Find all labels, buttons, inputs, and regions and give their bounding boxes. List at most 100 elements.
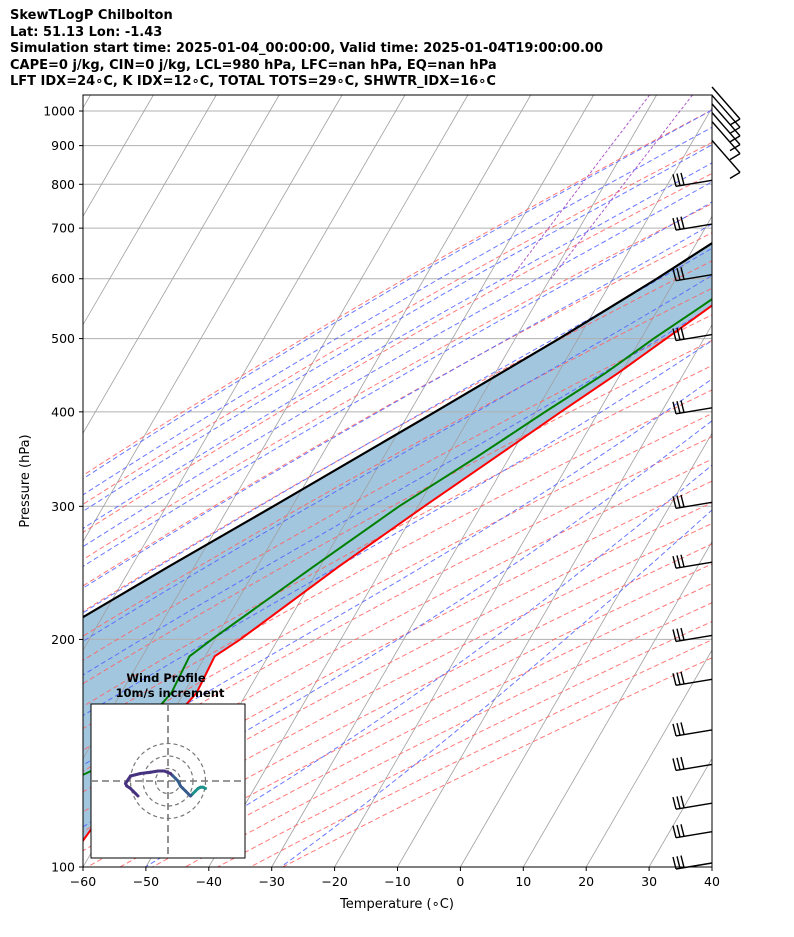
x-tick-label: −40 xyxy=(196,874,222,889)
barb-flag xyxy=(680,722,685,735)
isotherm-line xyxy=(711,866,712,867)
barb-flag xyxy=(680,627,685,641)
title-cape: CAPE=0 j/kg, CIN=0 j/kg, LCL=980 hPa, LF… xyxy=(10,57,497,73)
dry-adiabat xyxy=(83,287,712,637)
barb-flag xyxy=(672,496,677,509)
barb-staff xyxy=(675,333,713,342)
wind-barb xyxy=(672,627,713,643)
barb-staff xyxy=(675,729,713,737)
moist-adiabat xyxy=(83,378,712,766)
barb-staff xyxy=(675,831,713,839)
moist-adiabat xyxy=(83,201,712,567)
barb-staff xyxy=(711,94,741,128)
barb-staff xyxy=(675,407,713,415)
wind-barb xyxy=(672,400,713,415)
barb-flag xyxy=(676,628,681,641)
barb-flag xyxy=(672,401,677,415)
hodograph-segment xyxy=(139,770,152,775)
x-tick-label: 20 xyxy=(578,874,594,889)
y-tick-label: 900 xyxy=(51,138,75,153)
moist-adiabat xyxy=(83,274,712,642)
dry-adiabat xyxy=(83,141,712,505)
isotherm-line xyxy=(397,323,712,867)
dry-adiabat xyxy=(83,364,712,707)
x-tick-label: 0 xyxy=(456,874,464,889)
barb-flag xyxy=(672,629,677,642)
isotherm-line xyxy=(648,757,712,867)
barb-flag xyxy=(676,672,681,685)
cape-cin-fill xyxy=(83,243,712,841)
title-indices: LFT IDX=24∘C, K IDX=12∘C, TOTAL TOTS=29∘… xyxy=(10,74,496,89)
barb-flag xyxy=(680,267,685,280)
moist-adiabat xyxy=(83,420,712,828)
x-tick-label: −20 xyxy=(321,874,347,889)
dry-adiabat xyxy=(249,639,712,867)
barb-flag xyxy=(680,172,685,186)
barb-flag xyxy=(680,671,685,685)
x-axis: −60 −50 −40 −30 −20 −10 0 10 20 30 40 xyxy=(70,867,720,889)
moist-adiabat xyxy=(280,509,712,867)
y-tick-label: 300 xyxy=(51,499,75,514)
barb-flag xyxy=(680,756,685,770)
wind-barb xyxy=(672,824,713,839)
moist-adiabat xyxy=(83,181,712,548)
barb-flag xyxy=(680,554,685,567)
barb-flag xyxy=(672,328,677,341)
mixing-ratio-line xyxy=(509,95,650,280)
isotherm-line xyxy=(83,95,406,651)
y-tick-label: 500 xyxy=(51,331,75,346)
isotherm-line xyxy=(83,95,217,326)
barb-flag xyxy=(729,153,741,161)
moist-adiabat xyxy=(144,464,712,867)
chart-title-block: SkewTLogP Chilbolton Lat: 51.13 Lon: -1.… xyxy=(10,8,603,91)
title-location: Lat: 51.13 Lon: -1.43 xyxy=(10,24,163,40)
wind-barb xyxy=(672,722,713,737)
wind-barb xyxy=(672,327,713,342)
wind-barb xyxy=(672,172,713,187)
wind-barb xyxy=(672,554,713,569)
isotherm-line xyxy=(83,95,280,435)
dry-adiabat xyxy=(217,620,712,867)
dry-adiabat xyxy=(83,501,712,833)
barb-flag xyxy=(680,216,685,229)
barb-staff xyxy=(675,561,713,569)
isotherm-line xyxy=(83,95,91,109)
barb-flag xyxy=(676,856,681,869)
barb-staff xyxy=(711,103,741,137)
y-tick-label: 200 xyxy=(51,632,75,647)
barb-flag xyxy=(672,217,677,231)
barb-staff xyxy=(711,139,741,173)
barb-flag xyxy=(676,400,681,414)
isotherm-line xyxy=(208,95,657,867)
wind-barb xyxy=(672,267,713,282)
moist-adiabat xyxy=(83,339,712,717)
inset-subtitle: 10m/s increment xyxy=(116,686,225,700)
barb-flag xyxy=(672,555,677,569)
barb-flag xyxy=(676,555,681,568)
barb-staff xyxy=(675,634,713,643)
barb-flag xyxy=(672,796,677,810)
barb-flag xyxy=(672,268,677,281)
x-tick-label: −50 xyxy=(133,874,159,889)
barb-staff xyxy=(711,121,741,155)
wind-barb xyxy=(711,121,741,161)
moist-adiabat xyxy=(83,223,712,589)
barb-flag xyxy=(672,174,677,187)
dry-adiabat xyxy=(83,232,712,587)
barb-flag xyxy=(672,723,677,737)
barb-flag xyxy=(729,171,741,179)
x-tick-label: 30 xyxy=(641,874,657,889)
y-axis: 1000 900 800 700 600 500 400 300 200 100 xyxy=(43,104,83,875)
barb-staff xyxy=(675,862,713,870)
barb-staff xyxy=(675,678,713,686)
x-tick-label: 40 xyxy=(704,874,720,889)
x-axis-title: Temperature (∘C) xyxy=(339,897,454,912)
barb-flag xyxy=(680,795,685,808)
x-tick-label: −10 xyxy=(384,874,410,889)
wind-barbs xyxy=(672,86,741,870)
y-axis-title: Pressure (hPa) xyxy=(18,434,33,527)
hodograph-segment xyxy=(124,774,132,785)
dry-adiabat xyxy=(83,203,712,561)
barb-staff xyxy=(675,179,713,187)
isotherm-line xyxy=(83,95,343,543)
